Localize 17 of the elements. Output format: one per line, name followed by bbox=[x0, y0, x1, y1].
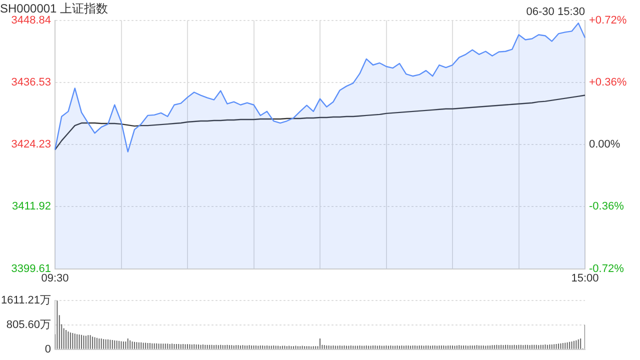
x-tick-label: 09:30 bbox=[41, 272, 69, 284]
chart-title: SH000001 上证指数 bbox=[0, 2, 108, 16]
y2-tick-label: +0.72% bbox=[589, 14, 627, 26]
y-tick-label: 3436.53 bbox=[11, 76, 51, 89]
y-tick-label: 3411.92 bbox=[12, 200, 51, 213]
text: 06-30 15:30 bbox=[526, 6, 585, 18]
y2-tick-label: -0.36% bbox=[589, 200, 624, 213]
y-tick-label: 3399.61 bbox=[11, 262, 51, 275]
y-tick-label: 3424.23 bbox=[11, 138, 51, 151]
y2-tick-label: 0.00% bbox=[589, 138, 620, 151]
y2-tick-label: -0.72% bbox=[589, 262, 624, 275]
y2-tick-label: +0.36% bbox=[589, 76, 627, 89]
x-tick-label: 15:00 bbox=[571, 272, 599, 284]
y-tick-label: 0 bbox=[44, 343, 51, 356]
y-tick-label: 3448.84 bbox=[11, 14, 51, 26]
y-tick-label: 805.60万 bbox=[6, 319, 51, 332]
y-tick-label: 1611.21万 bbox=[1, 294, 51, 307]
